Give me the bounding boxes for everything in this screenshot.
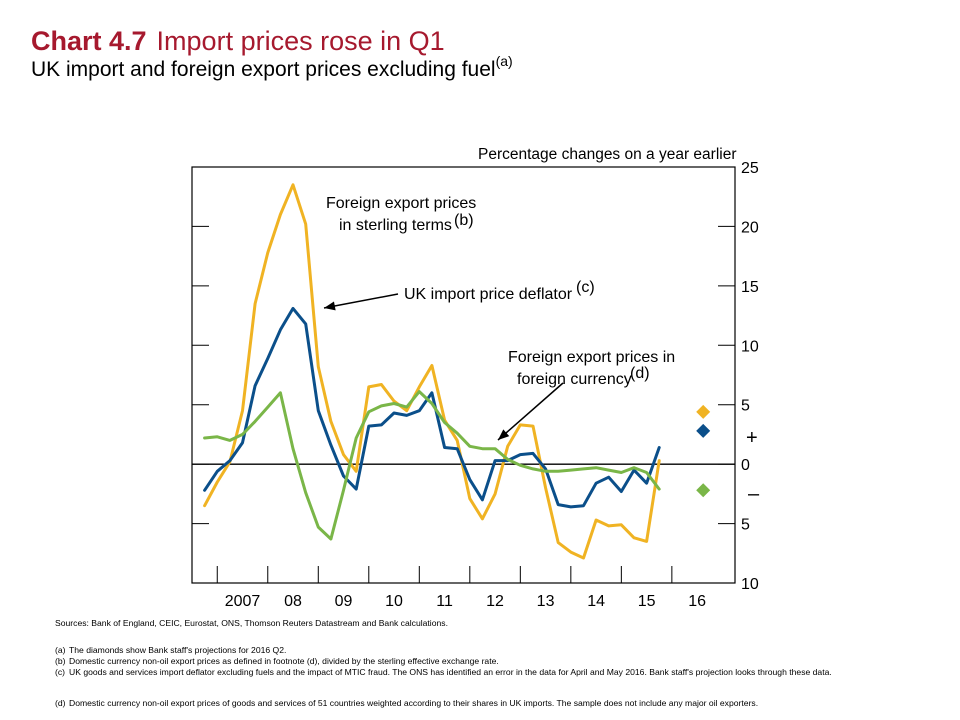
footnote-text: UK goods and services import deflator ex…	[69, 667, 832, 677]
y-tick-label: 0	[741, 457, 750, 474]
x-tick-label: 09	[335, 593, 353, 610]
footnote-label: (a)	[55, 645, 66, 655]
projection-diamond-2	[696, 423, 711, 438]
y-axis-label: Percentage changes on a year earlier	[478, 146, 737, 163]
chart-subtitle-text: UK import and foreign export prices excl…	[31, 58, 496, 81]
y-tick-label: 20	[741, 219, 759, 236]
arrow-foreign-head	[498, 429, 510, 440]
y-tick-label: 5	[741, 517, 750, 534]
footnote-label: (b)	[55, 656, 66, 666]
chart-labels: 25 20 15 10 5 0 5 10 2007 08 09 10 11 12 13 14 15 16 Perce…	[225, 146, 760, 610]
series-lines	[203, 183, 711, 560]
chart-title: Chart 4.7 Import prices rose in Q1	[31, 26, 513, 56]
plot-frame	[191, 166, 736, 584]
projection-diamond-1	[696, 404, 711, 419]
x-tick-label: 12	[486, 593, 504, 610]
series-line-1	[203, 183, 661, 560]
x-tick-label: 16	[688, 593, 706, 610]
footnote-text: Domestic currency non-oil export prices …	[69, 656, 499, 666]
chart-title-text: Import prices rose in Q1	[156, 26, 445, 56]
annotation-deflator: UK import price deflator	[404, 286, 573, 303]
line-chart: 25 20 15 10 5 0 5 10 2007 08 09 10 11 12 13 14 15 16 Perce…	[191, 146, 760, 610]
plus-sign: +	[746, 427, 758, 449]
annotation-foreign-line1: Foreign export prices in	[508, 349, 675, 366]
minus-sign: –	[748, 483, 760, 505]
chart-frame	[191, 166, 736, 584]
projection-diamond-3	[696, 483, 711, 498]
subtitle-footnote-ref: (a)	[495, 53, 513, 69]
chart-number: Chart 4.7	[31, 26, 147, 56]
x-tick-label: 2007	[225, 593, 261, 610]
y-tick-label: 10	[741, 576, 759, 593]
annotation-foreign-note: (d)	[630, 365, 650, 382]
x-tick-label: 10	[385, 593, 403, 610]
annotation-sterling-line1: Foreign export prices	[326, 195, 476, 212]
annotation-deflator-note: (c)	[576, 279, 595, 296]
footnote-label: (d)	[55, 698, 66, 708]
x-tick-label: 13	[537, 593, 555, 610]
y-tick-label: 25	[741, 160, 759, 177]
series-line-3	[203, 390, 661, 541]
sources-note: Sources: Bank of England, CEIC, Eurostat…	[55, 618, 448, 628]
y-tick-label: 10	[741, 338, 759, 355]
footnote-text: The diamonds show Bank staff's projectio…	[69, 645, 287, 655]
footnote-text: Domestic currency non-oil export prices …	[69, 698, 759, 708]
footnote-label: (c)	[55, 667, 66, 677]
series-line-2	[203, 306, 661, 509]
annotation-foreign-line2: foreign currency	[517, 371, 632, 388]
x-tick-label: 14	[587, 593, 605, 610]
arrow-foreign	[497, 382, 564, 441]
arrow-deflator	[323, 293, 399, 309]
title-block: Chart 4.7 Import prices rose in Q1 UK imp…	[31, 26, 513, 83]
x-tick-label: 15	[638, 593, 656, 610]
annotation-sterling-line2: in sterling terms	[339, 217, 452, 234]
y-tick-label: 5	[741, 398, 750, 415]
y-tick-label: 15	[741, 279, 759, 296]
annotation-sterling-note: (b)	[454, 212, 474, 229]
x-tick-label: 08	[284, 593, 302, 610]
chart-subtitle: UK import and foreign export prices excl…	[31, 54, 513, 83]
arrow-deflator-head	[324, 301, 336, 311]
x-tick-label: 11	[436, 593, 453, 610]
